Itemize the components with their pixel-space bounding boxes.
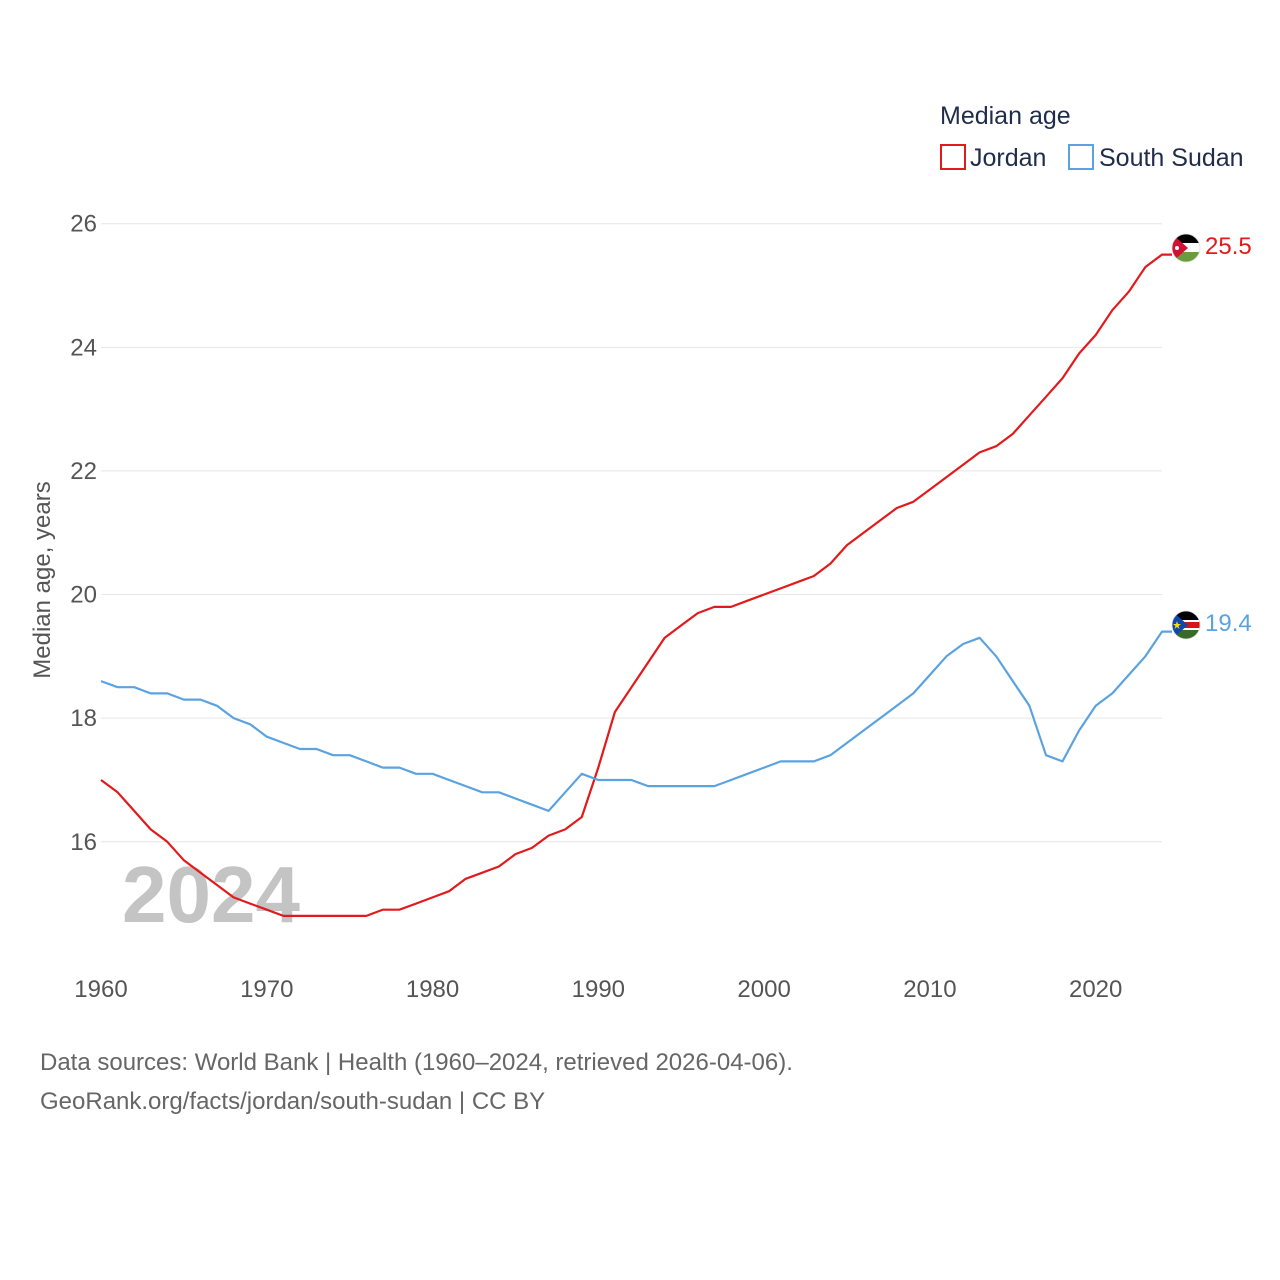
data-sources-text: Data sources: World Bank | Health (1960–… [40, 1049, 793, 1076]
y-tick-label-22: 22 [70, 458, 97, 485]
y-axis-ticks: 16 18 20 22 24 26 [70, 211, 97, 856]
legend-swatch-jordan [940, 144, 966, 170]
y-tick-label-24: 24 [70, 334, 97, 361]
y-tick-label-16: 16 [70, 829, 97, 856]
y-tick-label-18: 18 [70, 705, 97, 732]
legend-label-jordan: Jordan [970, 144, 1046, 172]
legend: Median age Jordan South Sudan [940, 102, 1244, 172]
y-axis-title: Median age, years [29, 481, 56, 678]
legend-swatch-south-sudan [1068, 144, 1094, 170]
end-label-south-sudan: 19.4 [1205, 610, 1252, 637]
x-tick-label-2010: 2010 [903, 976, 956, 1003]
x-tick-label-1970: 1970 [240, 976, 293, 1003]
jordan-flag-icon [1171, 233, 1201, 263]
x-tick-label-2020: 2020 [1069, 976, 1122, 1003]
end-label-jordan: 25.5 [1205, 233, 1252, 260]
grid-lines [101, 223, 1162, 843]
legend-title: Median age [940, 102, 1071, 130]
source-link[interactable]: GeoRank.org/facts/jordan/south-sudan | C… [40, 1088, 546, 1115]
series-line-jordan [100, 253, 1172, 918]
x-tick-label-1990: 1990 [572, 976, 625, 1003]
series-lines [100, 253, 1172, 918]
y-tick-label-20: 20 [70, 582, 97, 609]
median-age-chart: 16 18 20 22 24 26 1960 1970 1980 1990 2000 2010 202… [29, 102, 1252, 1003]
south-sudan-flag-icon [1171, 610, 1201, 640]
x-axis-ticks: 1960 1970 1980 1990 2000 2010 2020 [74, 976, 1122, 1003]
legend-label-south-sudan: South Sudan [1099, 144, 1244, 172]
year-label: 2024 [122, 850, 300, 939]
x-tick-label-1980: 1980 [406, 976, 459, 1003]
series-line-south-sudan [100, 630, 1172, 813]
footer: Data sources: World Bank | Health (1960–… [40, 1043, 793, 1121]
x-tick-label-1960: 1960 [74, 976, 127, 1003]
x-tick-label-2000: 2000 [737, 976, 790, 1003]
y-tick-label-26: 26 [70, 211, 97, 238]
